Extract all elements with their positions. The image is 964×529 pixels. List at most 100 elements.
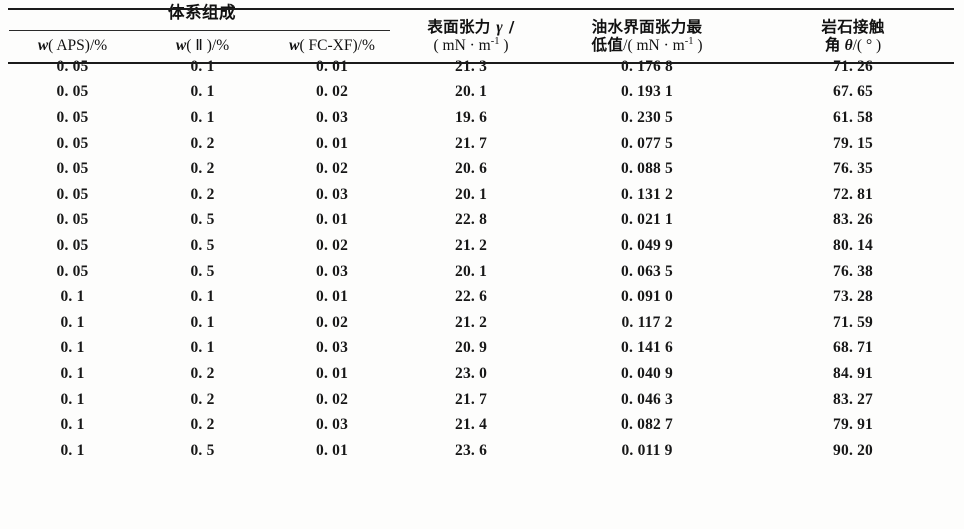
table-cell-theta: 90. 20: [833, 441, 873, 459]
column-header-aps: w( APS)/%: [37, 36, 108, 54]
table-cell-ift: 0. 049 9: [621, 236, 674, 254]
table-top-rule: [8, 8, 954, 10]
table-cell-aps: 0. 05: [56, 185, 89, 203]
table-cell-aps: 0. 1: [60, 416, 85, 434]
table-cell-theta: 83. 27: [833, 390, 873, 408]
table-cell-ift: 0. 117 2: [621, 313, 673, 331]
table-cell-gamma: 21. 3: [455, 57, 488, 75]
table-row: 0. 05 0. 5 0. 02 21. 2 0. 049 9 80. 14: [7, 233, 957, 259]
table-cell-gamma: 21. 2: [455, 236, 488, 254]
table-cell-ift: 0. 046 3: [621, 390, 674, 408]
table-row: 0. 1 0. 2 0. 02 21. 7 0. 046 3 83. 27: [7, 387, 957, 413]
table-cell-gamma: 21. 7: [455, 134, 488, 152]
table-cell-ii: 0. 2: [190, 160, 215, 178]
table-cell-gamma: 22. 8: [455, 211, 488, 229]
table-cell-gamma: 21. 2: [455, 313, 488, 331]
table-cell-ii: 0. 5: [190, 236, 215, 254]
table-cell-gamma: 21. 7: [455, 390, 488, 408]
column-header-interfacial-tension: 油水界面张力最 低值/( mN · m-1 ): [545, 0, 749, 54]
group-header-row: 体系组成 表面张力 γ / ( mN · m-1 ) 油水界面张力最 低值/( …: [7, 0, 957, 54]
table-row: 0. 05 0. 2 0. 02 20. 6 0. 088 5 76. 35: [7, 156, 957, 182]
table-row: 0. 1 0. 2 0. 01 23. 0 0. 040 9 84. 91: [7, 361, 957, 387]
column-header-fcxf: w( FC-XF)/%: [289, 36, 375, 54]
table-cell-aps: 0. 05: [56, 83, 89, 101]
table-cell-ift: 0. 193 1: [621, 83, 674, 101]
table-cell-theta: 72. 81: [833, 185, 873, 203]
table-cell-fcxf: 0. 01: [316, 134, 349, 152]
table-cell-theta: 61. 58: [833, 108, 873, 126]
table-cell-gamma: 20. 1: [455, 83, 488, 101]
table-cell-theta: 71. 59: [833, 313, 873, 331]
table-cell-ii: 0. 1: [190, 83, 215, 101]
table-cell-theta: 68. 71: [833, 339, 873, 357]
table-cell-ii: 0. 5: [190, 211, 215, 229]
table-row: 0. 1 0. 1 0. 03 20. 9 0. 141 6 68. 71: [7, 336, 957, 362]
table-cell-aps: 0. 05: [56, 57, 89, 75]
table-cell-aps: 0. 1: [60, 364, 85, 382]
table-cell-fcxf: 0. 02: [316, 390, 349, 408]
column-header-contact-angle-line1: 岩石接触: [821, 18, 885, 37]
table-cell-ii: 0. 2: [190, 390, 215, 408]
table-row: 0. 05 0. 2 0. 03 20. 1 0. 131 2 72. 81: [7, 182, 957, 208]
table-cell-ift: 0. 088 5: [621, 160, 674, 178]
table-cell-theta: 84. 91: [833, 364, 873, 382]
column-header-surface-tension: 表面张力 γ / ( mN · m-1 ): [397, 0, 545, 54]
table-cell-ift: 0. 141 6: [621, 339, 674, 357]
table-cell-fcxf: 0. 02: [316, 236, 349, 254]
table-cell-ii: 0. 2: [190, 364, 215, 382]
table-cell-fcxf: 0. 03: [316, 185, 349, 203]
table-row: 0. 1 0. 1 0. 01 22. 6 0. 091 0 73. 28: [7, 284, 957, 310]
table-row: 0. 05 0. 5 0. 03 20. 1 0. 063 5 76. 38: [7, 259, 957, 285]
table-cell-ii: 0. 1: [190, 313, 215, 331]
table-cell-ift: 0. 131 2: [621, 185, 674, 203]
table-cell-aps: 0. 05: [56, 211, 89, 229]
table-cell-ift: 0. 021 1: [621, 211, 674, 229]
table-cell-fcxf: 0. 01: [316, 364, 349, 382]
table-cell-gamma: 22. 6: [455, 288, 488, 306]
table-cell-ift: 0. 091 0: [621, 288, 674, 306]
table-cell-theta: 80. 14: [833, 236, 873, 254]
table-cell-ii: 0. 5: [190, 262, 215, 280]
table-cell-ii: 0. 1: [190, 288, 215, 306]
table-cell-fcxf: 0. 01: [316, 211, 349, 229]
table-cell-fcxf: 0. 01: [316, 288, 349, 306]
table-cell-aps: 0. 05: [56, 160, 89, 178]
table-cell-gamma: 19. 6: [455, 108, 488, 126]
table-cell-aps: 0. 1: [60, 313, 85, 331]
table-cell-ift: 0. 077 5: [621, 134, 674, 152]
table-cell-fcxf: 0. 03: [316, 339, 349, 357]
table-cell-gamma: 21. 4: [455, 416, 488, 434]
group-header-system-composition: 体系组成: [168, 2, 237, 22]
column-header-interfacial-tension-line1: 油水界面张力最: [591, 18, 703, 37]
table-cell-ift: 0. 040 9: [621, 364, 674, 382]
table-body: 0. 05 0. 1 0. 01 21. 3 0. 176 8 71. 26 0. 05 0.…: [7, 54, 957, 464]
table-cell-aps: 0. 1: [60, 288, 85, 306]
table-cell-fcxf: 0. 02: [316, 160, 349, 178]
table-row: 0. 05 0. 1 0. 01 21. 3 0. 176 8 71. 26: [7, 54, 957, 80]
table-header: 体系组成 表面张力 γ / ( mN · m-1 ) 油水界面张力最 低值/( …: [7, 0, 957, 54]
table-cell-ift: 0. 082 7: [621, 416, 674, 434]
table-cell-theta: 73. 28: [833, 288, 873, 306]
table-cell-fcxf: 0. 02: [316, 313, 349, 331]
table-cell-gamma: 20. 6: [455, 160, 488, 178]
table-cell-ii: 0. 2: [190, 134, 215, 152]
table-row: 0. 05 0. 1 0. 02 20. 1 0. 193 1 67. 65: [7, 80, 957, 106]
table-cell-theta: 79. 15: [833, 134, 873, 152]
table-cell-gamma: 23. 0: [455, 364, 488, 382]
column-header-contact-angle: 岩石接触 角 θ/( ° ): [749, 0, 957, 54]
table-cell-gamma: 20. 1: [455, 185, 488, 203]
table-cell-ii: 0. 1: [190, 339, 215, 357]
column-header-surface-tension-line1: 表面张力 γ /: [427, 18, 515, 37]
table-cell-theta: 83. 26: [833, 211, 873, 229]
table-cell-ii: 0. 1: [190, 57, 215, 75]
table-cell-ii: 0. 2: [190, 416, 215, 434]
table-cell-theta: 76. 38: [833, 262, 873, 280]
column-header-contact-angle-line2: 角 θ/( ° ): [824, 35, 882, 54]
table-cell-ii: 0. 1: [190, 108, 215, 126]
table-row: 0. 1 0. 2 0. 03 21. 4 0. 082 7 79. 91: [7, 412, 957, 438]
table-row: 0. 05 0. 5 0. 01 22. 8 0. 021 1 83. 26: [7, 208, 957, 234]
table-row: 0. 1 0. 5 0. 01 23. 6 0. 011 9 90. 20: [7, 438, 957, 464]
table-cell-gamma: 20. 1: [455, 262, 488, 280]
table-row: 0. 05 0. 2 0. 01 21. 7 0. 077 5 79. 15: [7, 131, 957, 157]
